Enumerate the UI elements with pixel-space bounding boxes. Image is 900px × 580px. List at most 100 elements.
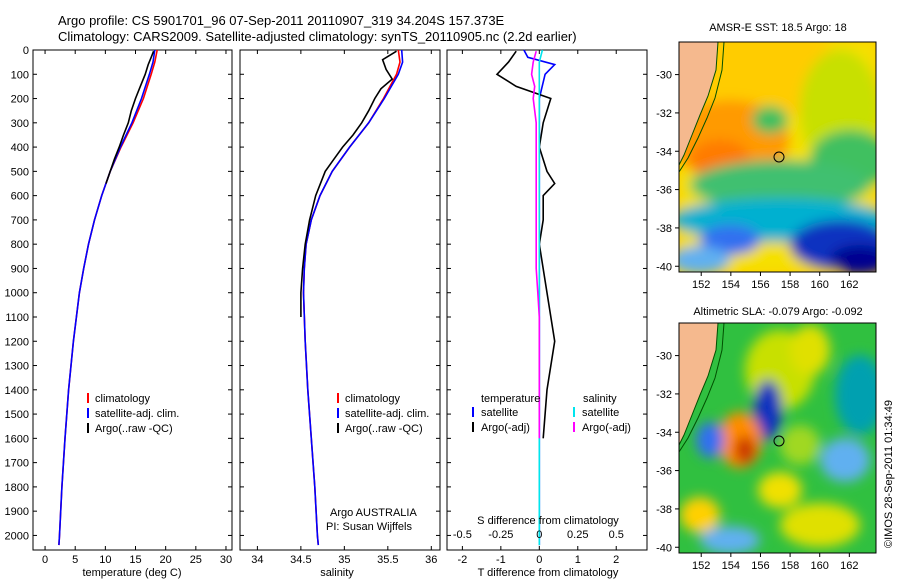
map-x-tick-label: 156 [751, 279, 769, 291]
x-tick-label: -2 [457, 554, 467, 566]
x-tick-label: 15 [129, 554, 141, 566]
map-y-tick-label: -30 [656, 351, 672, 363]
top-x-tick-label: -0.5 [453, 529, 472, 541]
x-tick-label: 5 [72, 554, 78, 566]
x-tick-label: 35 [338, 554, 350, 566]
legend-label: satellite-adj. clim. [345, 408, 429, 420]
x-tick-label: 25 [190, 554, 202, 566]
salinity-xlabel: salinity [320, 567, 354, 579]
sst-map-frame [678, 41, 877, 273]
depth-tick-label: 1500 [5, 409, 29, 421]
series-line-argo-raw-qc- [300, 50, 397, 317]
salinity-annotation-line-1: Argo AUSTRALIA [330, 507, 417, 519]
depth-axis: 0 100 200 300 400 500 600 700 800 900 1000 1100 1200… [5, 45, 647, 542]
map-x-tick-label: 152 [692, 560, 710, 572]
sla-map-axes: 152 154 156 158 160 162 -30 -32 -34 -36 -38 -40 [656, 351, 858, 572]
x-tick-label: 20 [160, 554, 172, 566]
x-tick-label: 34 [251, 554, 263, 566]
series-line-climatology [58, 49, 158, 546]
x-tick-label: 10 [99, 554, 111, 566]
depth-tick-label: 1200 [5, 336, 29, 348]
map-y-tick-label: -34 [656, 146, 672, 158]
temperature-xlabel: temperature (deg C) [82, 567, 181, 579]
temperature-legend: climatology satellite-adj. clim. Argo(..… [87, 393, 179, 435]
sla-map-frame [678, 322, 877, 554]
legend-label: satellite-adj. clim. [95, 408, 179, 420]
sst-argo-marker [773, 151, 785, 163]
depth-tick-label: 1800 [5, 482, 29, 494]
top-x-tick-label: 0 [536, 529, 542, 541]
s-difference-xlabel: S difference from climatology [477, 515, 619, 527]
credit-text: ©IMOS 28-Sep-2011 01:34:49 [883, 400, 895, 548]
x-tick-label: 36 [425, 554, 437, 566]
map-x-tick-label: 160 [811, 279, 829, 291]
series-line-satellite-adj-clim- [302, 49, 404, 546]
map-y-tick-label: -34 [656, 427, 672, 439]
depth-tick-label: 800 [11, 239, 29, 251]
series-line-satellite-adj-clim- [58, 49, 156, 546]
salinity-legend: climatology satellite-adj. clim. Argo(..… [337, 393, 429, 435]
x-tick-label: 34.5 [290, 554, 311, 566]
sla-argo-marker [773, 435, 785, 447]
sst-map-axes: 152 154 156 158 160 162 -30 -32 -34 -36 -38 -40 [656, 70, 858, 291]
map-y-tick-label: -38 [656, 223, 672, 235]
top-x-tick-label: 0.5 [609, 529, 624, 541]
legend-label: satellite [582, 407, 619, 419]
depth-tick-label: 1400 [5, 385, 29, 397]
legend-label: satellite [481, 407, 518, 419]
salinity-panel-frame [239, 49, 441, 551]
top-x-tick-label: -0.25 [488, 529, 513, 541]
depth-tick-label: 1900 [5, 506, 29, 518]
map-x-tick-label: 158 [781, 560, 799, 572]
legend-label: Argo(..raw -QC) [345, 423, 423, 435]
depth-tick-label: 600 [11, 191, 29, 203]
depth-tick-label: 700 [11, 215, 29, 227]
x-tick-label: 1 [575, 554, 581, 566]
map-x-tick-label: 160 [811, 560, 829, 572]
map-y-tick-label: -36 [656, 185, 672, 197]
depth-tick-label: 100 [11, 69, 29, 81]
sla-map [679, 323, 876, 553]
depth-tick-label: 200 [11, 94, 29, 106]
map-x-tick-label: 162 [840, 279, 858, 291]
map-y-tick-label: -30 [656, 70, 672, 82]
depth-tick-label: 1600 [5, 433, 29, 445]
sst-isobath [679, 42, 725, 173]
map-y-tick-label: -38 [656, 504, 672, 516]
depth-tick-label: 900 [11, 263, 29, 275]
sla-land [679, 323, 718, 445]
legend-label: Argo(-adj) [481, 422, 530, 434]
series-line-s-argo-adj- [530, 50, 541, 439]
difference-series [495, 49, 557, 546]
sla-map-title: Altimetric SLA: -0.079 Argo: -0.092 [693, 306, 862, 318]
x-tick-label: -1 [496, 554, 506, 566]
depth-tick-label: 1000 [5, 288, 29, 300]
series-line-argo-raw-qc- [105, 50, 155, 184]
map-x-tick-label: 158 [781, 279, 799, 291]
depth-tick-label: 0 [23, 45, 29, 57]
legend-label: Argo(..raw -QC) [95, 423, 173, 435]
sst-map [679, 42, 876, 272]
map-y-tick-label: -40 [656, 542, 672, 554]
series-line-s-satellite [538, 49, 544, 546]
difference-legend: temperature salinity satellite Argo(-adj… [472, 393, 631, 434]
x-tick-label: 0 [42, 554, 48, 566]
legend-label: climatology [345, 393, 401, 405]
temperature-series [58, 49, 158, 546]
header-line-2: Climatology: CARS2009. Satellite-adjuste… [58, 29, 577, 44]
sst-land [679, 42, 718, 165]
legend-label: Argo(-adj) [582, 422, 631, 434]
x-tick-label: 0 [536, 554, 542, 566]
temperature-panel-frame [32, 49, 233, 551]
map-x-tick-label: 162 [840, 560, 858, 572]
x-tick-label: 30 [220, 554, 232, 566]
sla-isobath [679, 323, 725, 453]
sla-coastline [679, 323, 719, 446]
map-y-tick-label: -36 [656, 466, 672, 478]
difference-panel-frame [446, 49, 648, 551]
depth-tick-label: 1700 [5, 458, 29, 470]
depth-tick-label: 1300 [5, 361, 29, 373]
depth-tick-label: 500 [11, 166, 29, 178]
map-x-tick-label: 154 [722, 560, 740, 572]
